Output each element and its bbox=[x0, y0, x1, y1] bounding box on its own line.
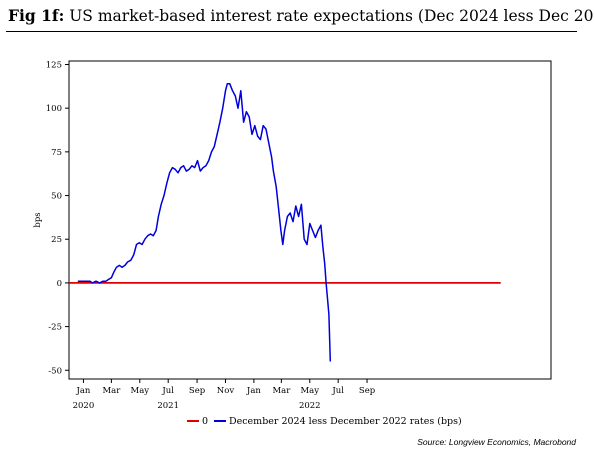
y-tick-label: 125 bbox=[46, 60, 62, 70]
x-year-label: 2022 bbox=[299, 401, 321, 411]
y-axis-label: bps bbox=[33, 212, 43, 227]
legend: 0 December 2024 less December 2022 rates … bbox=[187, 416, 462, 427]
y-tick-label: 50 bbox=[51, 192, 62, 202]
x-tick-label: Sep bbox=[189, 386, 206, 396]
y-tick-label: 0 bbox=[57, 279, 62, 289]
x-tick-label: Jan bbox=[75, 386, 90, 396]
x-tick-label: Jul bbox=[161, 386, 174, 396]
x-tick-label: Sep bbox=[359, 386, 376, 396]
figure-number: Fig 1f: bbox=[8, 6, 65, 25]
y-tick-label: 100 bbox=[46, 104, 62, 114]
rate-difference-line bbox=[77, 82, 332, 362]
x-axis: Jan 2020 Mar May Jul 2021 Sep Nov Jan Mar May 2022 J… bbox=[73, 379, 376, 411]
chart-title: Fig 1f: US market-based interest rate ex… bbox=[8, 6, 594, 25]
plot-area bbox=[69, 82, 501, 362]
y-tick-label: -25 bbox=[48, 323, 62, 333]
figure-caption: US market-based interest rate expectatio… bbox=[64, 7, 594, 25]
y-tick-label: 25 bbox=[51, 235, 62, 245]
x-tick-label: Jan bbox=[246, 386, 261, 396]
y-tick-label: -50 bbox=[48, 366, 62, 376]
x-year-label: 2021 bbox=[157, 401, 179, 411]
y-axis: 125 100 75 50 25 0 -25 -50 bbox=[46, 60, 69, 376]
x-tick-label: Mar bbox=[102, 386, 121, 396]
legend-label: 0 bbox=[202, 416, 208, 427]
x-tick-label: Jul bbox=[331, 386, 344, 396]
x-tick-label: Mar bbox=[272, 386, 291, 396]
x-tick-label: May bbox=[130, 386, 149, 396]
x-year-label: 2020 bbox=[73, 401, 95, 411]
plot-frame bbox=[68, 60, 552, 380]
x-tick-label: May bbox=[300, 386, 319, 396]
legend-label: December 2024 less December 2022 rates (… bbox=[229, 416, 462, 427]
y-tick-label: 75 bbox=[51, 148, 62, 158]
title-rule bbox=[6, 31, 577, 32]
x-tick-label: Nov bbox=[217, 386, 235, 396]
source-note: Source: Longview Economics, Macrobond bbox=[417, 437, 576, 447]
